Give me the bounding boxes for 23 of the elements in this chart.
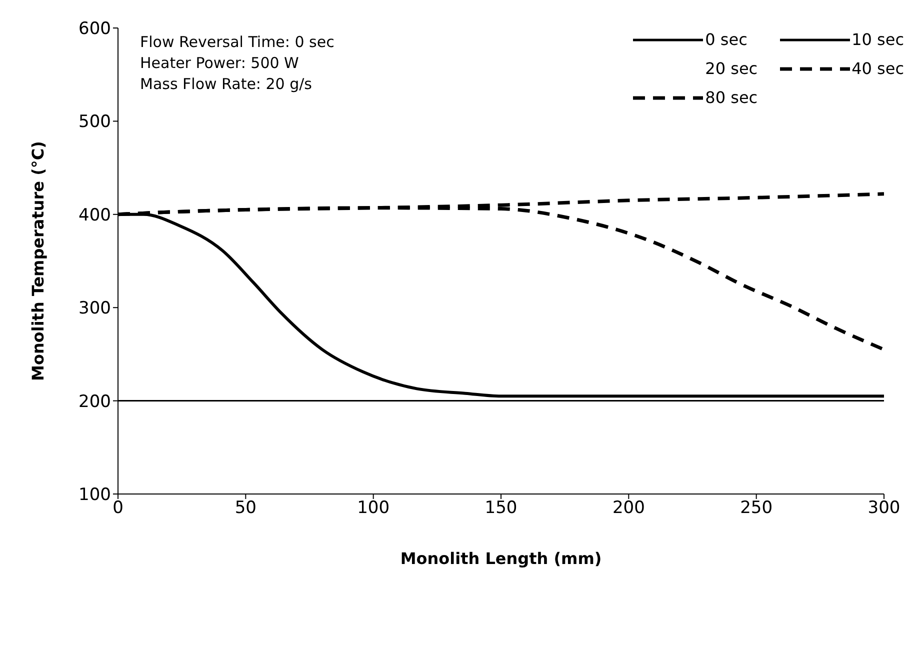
legend-label: 40 sec — [852, 59, 904, 78]
text: 20 sec — [705, 59, 758, 78]
x-tick-label: 250 — [740, 498, 773, 518]
x-axis-title: Monolith Length (mm) — [400, 549, 602, 568]
x-tick-label: 150 — [484, 498, 518, 518]
annotation: Mass Flow Rate: 20 g/s — [140, 74, 314, 95]
y-tick-label: 200 — [78, 392, 111, 412]
x-tick-label: 200 — [612, 498, 645, 518]
legend-label: 80 sec — [705, 88, 758, 107]
x-tick-label: 300 — [868, 498, 900, 518]
annotation: Flow Reversal Time: 0 sec — [140, 32, 334, 53]
x-tick-label: 50 — [234, 498, 256, 518]
y-tick-label: 600 — [78, 19, 111, 40]
y-tick-label: 100 — [78, 485, 111, 506]
legend-label: 0 sec — [705, 30, 748, 49]
y-tick-label: 400 — [78, 205, 111, 226]
y-tick-label: 500 — [78, 112, 111, 132]
y-tick-label: 300 — [78, 298, 111, 319]
legend-label: 10 sec — [852, 30, 904, 49]
annotation: Heater Power: 500 W — [140, 53, 300, 74]
y-axis-title: Monolith Temperature (°C) — [28, 141, 48, 381]
x-tick-label: 100 — [357, 498, 390, 518]
x-tick-label: 0 — [112, 498, 124, 518]
